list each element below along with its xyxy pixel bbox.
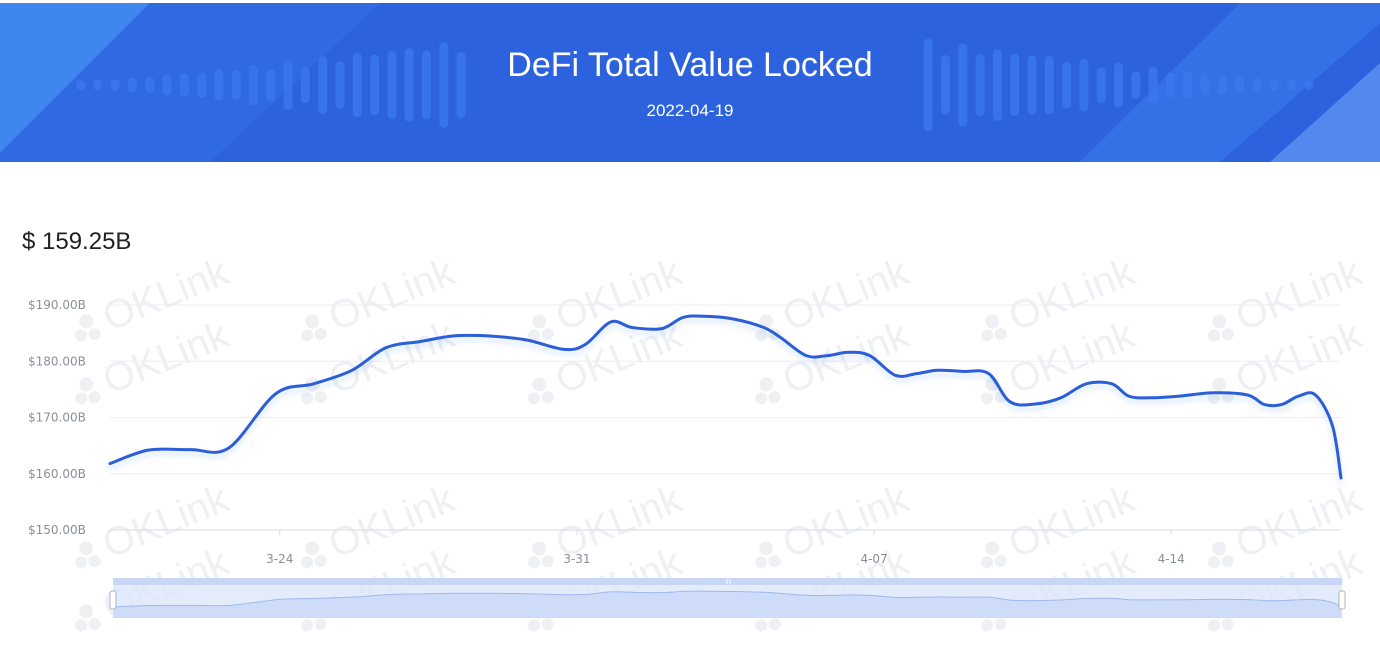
banner-triangle-right xyxy=(1270,63,1380,162)
y-tick-label: $170.00B xyxy=(28,411,86,425)
current-tvl-value: $ 159.25B xyxy=(22,228,132,255)
x-tick-label: 4-07 xyxy=(860,552,887,566)
x-tick-label: 3-31 xyxy=(563,552,590,566)
zoom-handle-left[interactable] xyxy=(109,590,117,610)
banner-background xyxy=(0,3,1380,162)
zoom-mini-line xyxy=(112,590,1343,609)
zoom-slider xyxy=(109,578,1346,618)
x-tick-label: 4-14 xyxy=(1158,552,1185,566)
y-tick-label: $160.00B xyxy=(28,467,86,481)
header-banner: DeFi Total Value Locked 2022-04-19 xyxy=(0,3,1380,162)
banner-equalizer xyxy=(76,38,1314,132)
series-line xyxy=(108,314,1343,480)
y-tick-label: $190.00B xyxy=(28,298,86,312)
banner-band-left xyxy=(0,3,380,162)
x-tick-label: 3-24 xyxy=(266,552,293,566)
zoom-handle-right[interactable] xyxy=(1338,590,1346,610)
banner-band-right xyxy=(1080,3,1380,162)
y-tick-label: $180.00B xyxy=(28,354,86,368)
zoom-mini-area xyxy=(113,591,1342,618)
page-date: 2022-04-19 xyxy=(646,101,734,120)
y-tick-label: $150.00B xyxy=(28,523,86,537)
page-title: DeFi Total Value Locked xyxy=(507,46,873,84)
